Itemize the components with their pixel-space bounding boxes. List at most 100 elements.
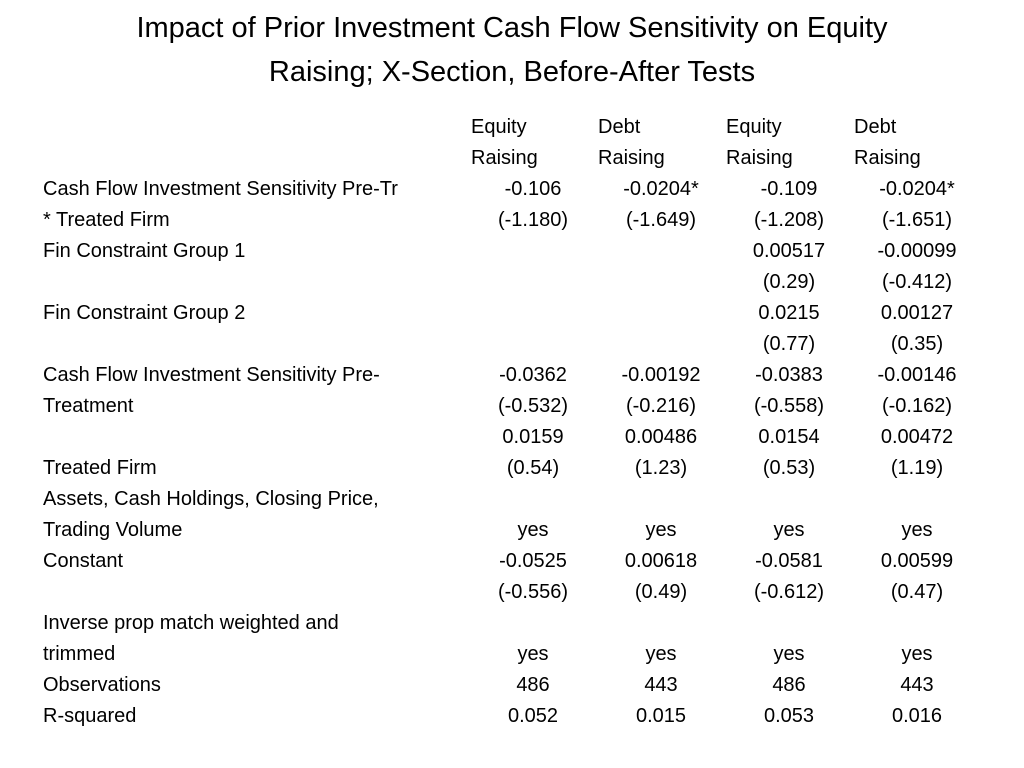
title-line-1: Impact of Prior Investment Cash Flow Sen…	[136, 12, 888, 44]
table-cell: yes	[773, 643, 805, 665]
row-label: Fin Constraint Group 2	[43, 302, 246, 324]
table-row: Fin Constraint Group 2 0.0215 0.00127	[0, 298, 1024, 329]
table-cell: 0.016	[891, 705, 943, 727]
table-cell: (-0.216)	[625, 395, 697, 417]
table-row: 0.0159 0.00486 0.0154 0.00472	[0, 422, 1024, 453]
table-row: Inverse prop match weighted and	[0, 608, 1024, 639]
table-cell: (-0.556)	[497, 581, 569, 603]
row-label: Treated Firm	[43, 457, 157, 479]
table-cell: yes	[901, 519, 933, 541]
table-cell: (0.49)	[634, 581, 688, 603]
table-cell: 0.0154	[758, 426, 820, 448]
row-label: Assets, Cash Holdings, Closing Price,	[43, 488, 379, 510]
table-cell: yes	[645, 643, 677, 665]
table-row: trimmed yes yes yes yes	[0, 639, 1024, 670]
header-row-2: Raising Raising Raising Raising	[0, 143, 1024, 174]
table-row: (0.77) (0.35)	[0, 329, 1024, 360]
row-label: Fin Constraint Group 1	[43, 240, 246, 262]
table-cell: (-0.558)	[753, 395, 825, 417]
table-cell: (-0.162)	[881, 395, 953, 417]
table-cell: -0.0362	[499, 364, 567, 386]
column-header: Raising	[471, 147, 538, 169]
table-cell: -0.0204*	[623, 178, 699, 200]
table-cell: -0.00192	[621, 364, 701, 386]
table-cell: (-0.412)	[881, 271, 953, 293]
table-row: Observations 486 443 486 443	[0, 670, 1024, 701]
table-cell: 0.00127	[880, 302, 954, 324]
table-cell: 443	[900, 674, 934, 696]
table-row: Assets, Cash Holdings, Closing Price,	[0, 484, 1024, 515]
table-cell: (0.53)	[762, 457, 816, 479]
table-row: Cash Flow Investment Sensitivity Pre- -0.…	[0, 360, 1024, 391]
table-cell: 486	[772, 674, 806, 696]
table-cell: (-1.180)	[497, 209, 569, 231]
table-cell: 486	[516, 674, 550, 696]
row-label: Observations	[43, 674, 161, 696]
column-header: Raising	[726, 147, 793, 169]
column-header: Debt	[598, 116, 641, 138]
table-cell: -0.109	[760, 178, 818, 200]
table-cell: 0.00618	[624, 550, 698, 572]
row-label: R-squared	[43, 705, 137, 727]
table-cell: (1.19)	[890, 457, 944, 479]
column-header: Equity	[726, 116, 782, 138]
table-row: Fin Constraint Group 1 0.00517 -0.00099	[0, 236, 1024, 267]
table-cell: 0.0159	[502, 426, 564, 448]
table-cell: -0.00099	[877, 240, 957, 262]
table-row: * Treated Firm (-1.180) (-1.649) (-1.208) (-…	[0, 205, 1024, 236]
header-row-1: Equity Debt Equity Debt	[0, 112, 1024, 143]
table-row: Treatment (-0.532) (-0.216) (-0.558) (-0.162…	[0, 391, 1024, 422]
row-label: Trading Volume	[43, 519, 183, 541]
table-cell: 0.00517	[752, 240, 826, 262]
table-cell: yes	[773, 519, 805, 541]
table-cell: (-0.612)	[753, 581, 825, 603]
page-title: Impact of Prior Investment Cash Flow Sen…	[0, 6, 1024, 94]
table-cell: -0.0525	[499, 550, 567, 572]
table-cell: 0.053	[763, 705, 815, 727]
table-cell: (-1.649)	[625, 209, 697, 231]
row-label: Cash Flow Investment Sensitivity Pre-	[43, 364, 380, 386]
table-cell: (-0.532)	[497, 395, 569, 417]
table-cell: yes	[901, 643, 933, 665]
table-cell: 443	[644, 674, 678, 696]
table-cell: yes	[517, 519, 549, 541]
table-cell: -0.00146	[877, 364, 957, 386]
table-cell: 0.052	[507, 705, 559, 727]
table-row: Constant -0.0525 0.00618 -0.0581 0.00599	[0, 546, 1024, 577]
table-cell: (-1.651)	[881, 209, 953, 231]
table-row: (0.29) (-0.412)	[0, 267, 1024, 298]
table-cell: (0.29)	[762, 271, 816, 293]
column-header: Debt	[854, 116, 897, 138]
table-cell: -0.0204*	[879, 178, 955, 200]
table-row: (-0.556) (0.49) (-0.612) (0.47)	[0, 577, 1024, 608]
table-cell: 0.00472	[880, 426, 954, 448]
table-cell: (0.77)	[762, 333, 816, 355]
table-row: R-squared 0.052 0.015 0.053 0.016	[0, 701, 1024, 732]
table-cell: (-1.208)	[753, 209, 825, 231]
table-cell: yes	[645, 519, 677, 541]
table-cell: (0.54)	[506, 457, 560, 479]
table-cell: -0.0581	[755, 550, 823, 572]
column-header: Equity	[471, 116, 527, 138]
table-cell: -0.0383	[755, 364, 823, 386]
table-cell: 0.00599	[880, 550, 954, 572]
row-label: * Treated Firm	[43, 209, 170, 231]
table-cell: 0.015	[635, 705, 687, 727]
row-label: Inverse prop match weighted and	[43, 612, 339, 634]
table-row: Trading Volume yes yes yes yes	[0, 515, 1024, 546]
table-cell: 0.0215	[758, 302, 820, 324]
table-cell: 0.00486	[624, 426, 698, 448]
table-row: Treated Firm (0.54) (1.23) (0.53) (1.19)	[0, 453, 1024, 484]
table-row: Cash Flow Investment Sensitivity Pre-Tr -…	[0, 174, 1024, 205]
table-cell: (1.23)	[634, 457, 688, 479]
row-label: trimmed	[43, 643, 116, 665]
table-cell: yes	[517, 643, 549, 665]
table-cell: -0.106	[504, 178, 562, 200]
row-label: Treatment	[43, 395, 134, 417]
column-header: Raising	[598, 147, 665, 169]
title-line-2: Raising; X-Section, Before-After Tests	[268, 56, 756, 88]
row-label: Cash Flow Investment Sensitivity Pre-Tr	[43, 178, 398, 200]
column-header: Raising	[854, 147, 921, 169]
table-cell: (0.35)	[890, 333, 944, 355]
row-label: Constant	[43, 550, 124, 572]
